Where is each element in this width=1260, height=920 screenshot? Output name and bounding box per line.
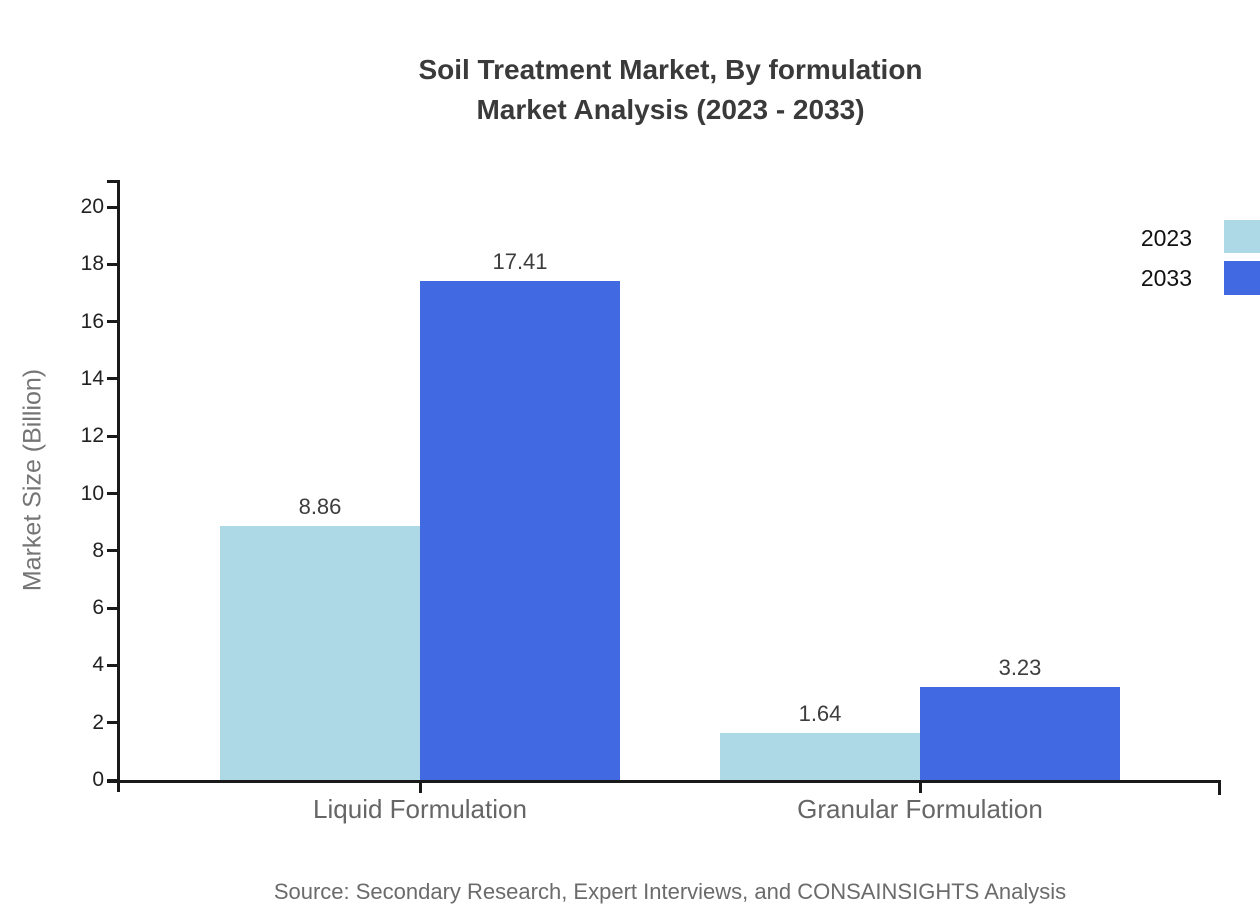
x-tick — [418, 780, 422, 793]
y-tick — [107, 721, 120, 725]
x-tick — [918, 780, 922, 793]
chart-title-line2: Market Analysis (2023 - 2033) — [476, 94, 865, 125]
x-category-label: Granular Formulation — [797, 794, 1043, 824]
y-tick — [107, 492, 120, 495]
y-tick — [107, 549, 120, 553]
y-tick — [107, 205, 120, 209]
x-axis-line — [107, 780, 1221, 783]
legend-swatch-2033 — [1224, 261, 1260, 295]
y-tick-label: 4 — [92, 653, 104, 677]
bar-2023-liquid-formulation — [220, 526, 420, 780]
y-tick-label: 20 — [80, 195, 104, 218]
y-tick — [107, 606, 120, 610]
y-axis-line — [117, 180, 120, 792]
bar-2033-granular-formulation — [920, 687, 1120, 780]
y-tick — [107, 320, 120, 324]
y-tick — [107, 663, 120, 667]
y-tick — [107, 262, 120, 266]
bar-value-label: 8.86 — [298, 494, 342, 520]
bar-value-label: 1.64 — [798, 701, 842, 726]
legend-swatch-2023 — [1224, 220, 1260, 253]
bar-2023-granular-formulation — [720, 733, 920, 780]
y-tick-label: 12 — [80, 424, 104, 448]
y-tick-label: 18 — [80, 252, 104, 276]
y-tick-label: 16 — [80, 309, 104, 333]
y-tick-label: 8 — [92, 538, 104, 562]
legend-label-2033: 2033 — [1140, 265, 1192, 291]
x-axis-end-cap — [1218, 780, 1221, 795]
chart-title: Soil Treatment Market, By formulation Ma… — [120, 50, 1221, 130]
bar-value-label: 17.41 — [492, 249, 548, 275]
y-tick — [107, 434, 120, 438]
x-category-label: Liquid Formulation — [313, 794, 527, 824]
source-note: Source: Secondary Research, Expert Inter… — [273, 879, 1067, 904]
y-tick-label: 14 — [80, 366, 104, 390]
bar-value-label: 3.23 — [998, 655, 1042, 681]
legend-label-2023: 2023 — [1140, 225, 1192, 251]
y-tick-label: 2 — [92, 710, 104, 734]
y-tick-label: 6 — [92, 596, 104, 620]
y-tick — [107, 377, 120, 381]
y-axis-top-cap — [107, 180, 120, 183]
bar-2033-liquid-formulation — [420, 281, 620, 780]
y-tick-label: 10 — [80, 481, 104, 505]
chart-title-line1: Soil Treatment Market, By formulation — [418, 54, 923, 85]
y-tick-label: 0 — [92, 768, 104, 791]
